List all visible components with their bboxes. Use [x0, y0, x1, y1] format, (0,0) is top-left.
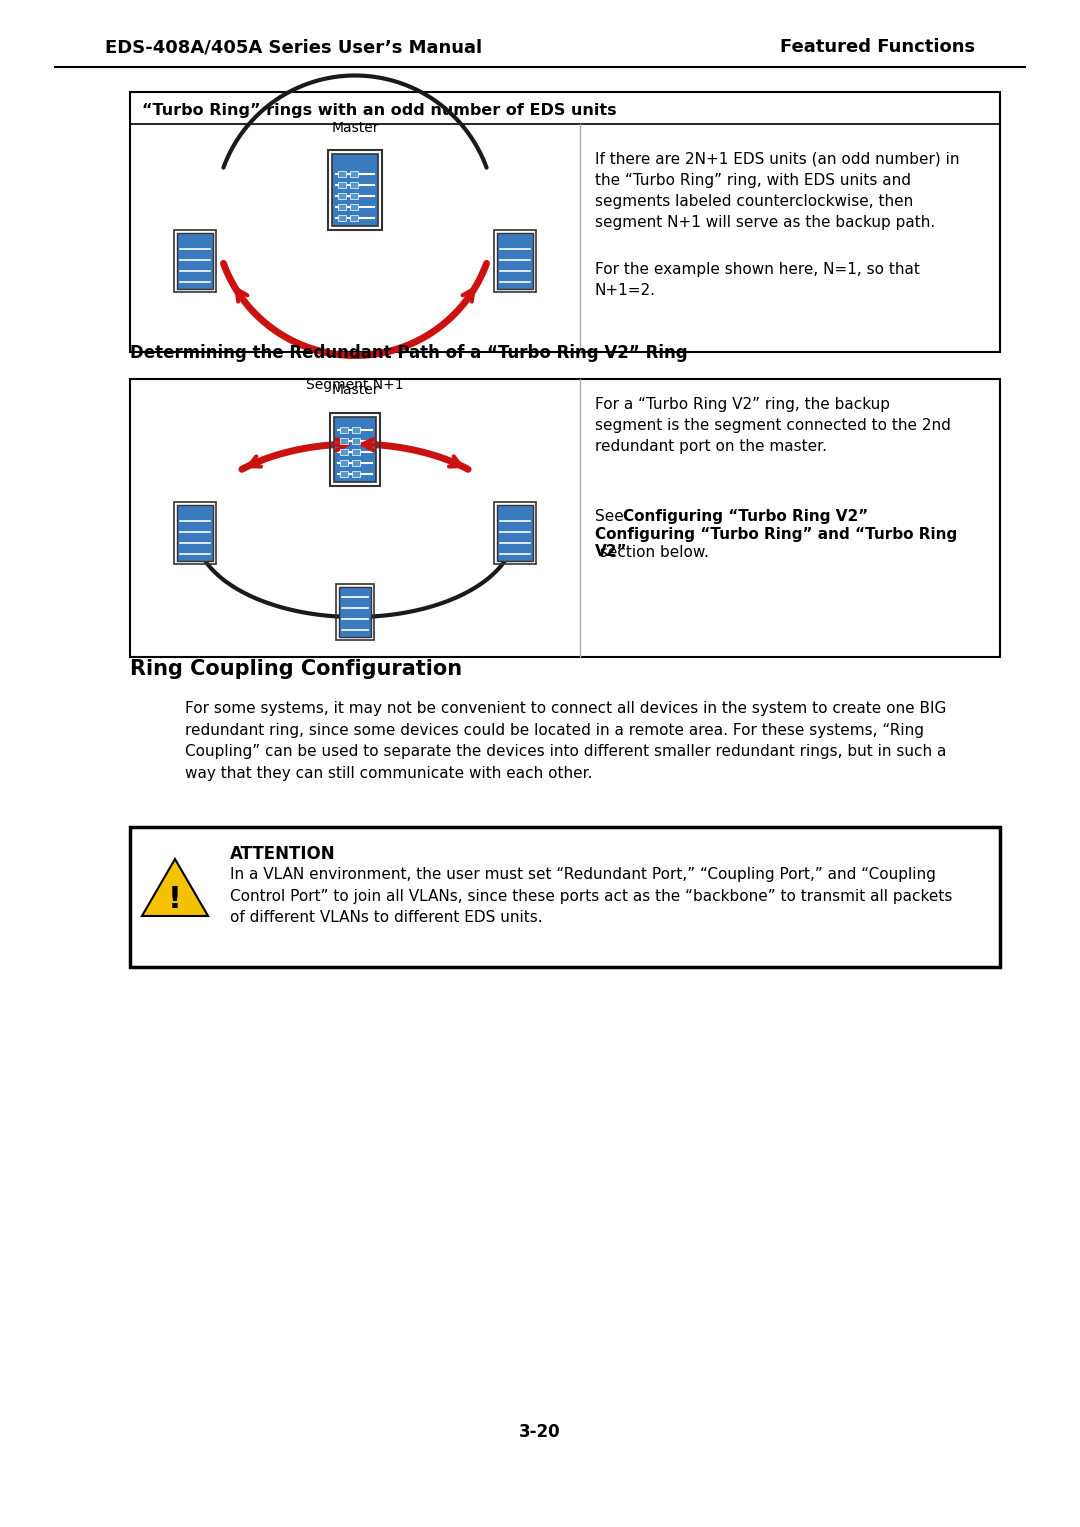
Text: “Turbo Ring” rings with an odd number of EDS units: “Turbo Ring” rings with an odd number of… — [141, 102, 617, 118]
FancyBboxPatch shape — [332, 154, 378, 226]
FancyBboxPatch shape — [352, 460, 360, 466]
FancyBboxPatch shape — [338, 215, 346, 221]
Text: For the example shown here, N=1, so that
N+1=2.: For the example shown here, N=1, so that… — [595, 263, 920, 298]
FancyBboxPatch shape — [340, 460, 348, 466]
FancyBboxPatch shape — [340, 470, 348, 476]
Text: Determining the Redundant Path of a “Turbo Ring V2” Ring: Determining the Redundant Path of a “Tur… — [130, 344, 688, 362]
FancyBboxPatch shape — [340, 426, 348, 432]
Text: Configuring “Turbo Ring V2”: Configuring “Turbo Ring V2” — [623, 508, 868, 524]
FancyBboxPatch shape — [352, 470, 360, 476]
Text: Featured Functions: Featured Functions — [780, 38, 975, 56]
FancyBboxPatch shape — [338, 205, 346, 211]
Text: ATTENTION: ATTENTION — [230, 844, 336, 863]
Text: Master: Master — [332, 121, 379, 134]
FancyBboxPatch shape — [350, 171, 357, 177]
Text: See: See — [595, 508, 629, 524]
FancyBboxPatch shape — [130, 379, 1000, 657]
Text: Ring Coupling Configuration: Ring Coupling Configuration — [130, 660, 462, 680]
Text: In a VLAN environment, the user must set “Redundant Port,” “Coupling Port,” and : In a VLAN environment, the user must set… — [230, 867, 953, 925]
Text: !: ! — [168, 884, 181, 913]
Text: If there are 2N+1 EDS units (an odd number) in
the “Turbo Ring” ring, with EDS u: If there are 2N+1 EDS units (an odd numb… — [595, 153, 959, 231]
FancyBboxPatch shape — [340, 438, 348, 443]
FancyBboxPatch shape — [497, 234, 534, 289]
Text: For a “Turbo Ring V2” ring, the backup
segment is the segment connected to the 2: For a “Turbo Ring V2” ring, the backup s… — [595, 397, 950, 454]
FancyBboxPatch shape — [130, 92, 1000, 353]
Polygon shape — [141, 860, 208, 916]
FancyBboxPatch shape — [338, 171, 346, 177]
FancyBboxPatch shape — [352, 426, 360, 432]
FancyBboxPatch shape — [352, 449, 360, 455]
Text: 3-20: 3-20 — [519, 1423, 561, 1441]
FancyBboxPatch shape — [130, 828, 1000, 967]
Text: EDS-408A/405A Series User’s Manual: EDS-408A/405A Series User’s Manual — [105, 38, 482, 56]
FancyBboxPatch shape — [177, 234, 213, 289]
Text: section below.: section below. — [595, 545, 708, 560]
FancyBboxPatch shape — [350, 205, 357, 211]
FancyBboxPatch shape — [350, 215, 357, 221]
Text: Segment N+1: Segment N+1 — [307, 377, 404, 391]
FancyBboxPatch shape — [352, 438, 360, 443]
FancyBboxPatch shape — [350, 192, 357, 199]
FancyBboxPatch shape — [497, 505, 534, 560]
FancyBboxPatch shape — [339, 586, 372, 637]
FancyBboxPatch shape — [177, 505, 213, 560]
FancyBboxPatch shape — [338, 192, 346, 199]
Text: Master: Master — [332, 383, 379, 397]
FancyBboxPatch shape — [340, 449, 348, 455]
Text: Configuring “Turbo Ring” and “Turbo Ring
V2”: Configuring “Turbo Ring” and “Turbo Ring… — [595, 527, 957, 559]
FancyBboxPatch shape — [350, 182, 357, 188]
Text: For some systems, it may not be convenient to connect all devices in the system : For some systems, it may not be convenie… — [185, 701, 946, 780]
FancyBboxPatch shape — [334, 417, 376, 481]
FancyBboxPatch shape — [338, 182, 346, 188]
